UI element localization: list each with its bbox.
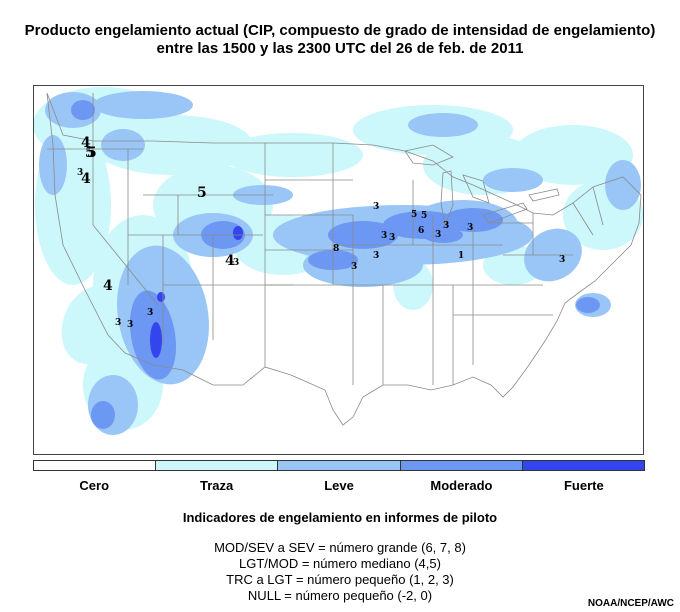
title-line-1: Producto engelamiento actual (CIP, compu… xyxy=(24,22,656,39)
lake-ontario xyxy=(528,188,560,202)
pirep-marker: 3 xyxy=(233,258,239,268)
pirep-marker: 4 xyxy=(103,278,113,294)
pirep-marker: 4 xyxy=(225,253,235,269)
legend-swatch-leve xyxy=(278,461,401,470)
lake-michigan xyxy=(440,170,454,227)
pirep-marker: 3 xyxy=(127,320,133,330)
pirep-marker: 1 xyxy=(458,251,464,261)
legend-label-cero: Cero xyxy=(79,478,110,493)
pirep-marker: 4 xyxy=(81,171,91,187)
icing-area xyxy=(150,322,162,358)
legend-swatch-traza xyxy=(156,461,279,470)
pirep-marker: 3 xyxy=(351,262,357,272)
pirep-marker: 3 xyxy=(559,255,565,265)
lake-huron xyxy=(462,174,490,204)
icing-area xyxy=(101,129,145,161)
pirep-marker: 5 xyxy=(421,211,427,221)
legend-swatch-moderado xyxy=(400,461,523,470)
icing-area xyxy=(233,226,243,240)
icing-area xyxy=(61,286,125,364)
icing-area xyxy=(328,221,398,249)
icing-area xyxy=(91,401,115,429)
pirep-marker: 5 xyxy=(85,145,95,161)
legend-label-leve: Leve xyxy=(324,478,354,493)
icing-area xyxy=(513,125,633,185)
pirep-marker: 3 xyxy=(435,230,441,240)
pirep-marker: 3 xyxy=(467,223,473,233)
pirep-marker: 3 xyxy=(147,308,153,318)
us-outline xyxy=(46,92,642,426)
chart-title: Producto engelamiento actual (CIP, compu… xyxy=(0,22,680,58)
pirep-marker: 3 xyxy=(389,233,395,243)
legend-color-bar xyxy=(33,460,645,471)
pirep-marker: 8 xyxy=(333,244,339,254)
pirep-marker: 3 xyxy=(77,168,83,178)
icing-area xyxy=(483,168,543,192)
pirep-marker: 3 xyxy=(373,202,379,212)
pirep-marker: 5 xyxy=(197,185,207,201)
pirep-key: MOD/SEV a SEV = número grande (6, 7, 8) … xyxy=(0,540,680,604)
pirep-section-title: Indicadores de engelamiento en informes … xyxy=(182,510,498,525)
icing-area xyxy=(93,115,253,175)
legend-swatch-fuerte xyxy=(522,461,645,470)
pirep-key-line-3: TRC a LGT = número pequeño (1, 2, 3) xyxy=(226,572,454,587)
icing-area xyxy=(576,297,600,313)
icing-area xyxy=(157,292,165,302)
icing-area xyxy=(39,135,67,195)
legend-label-moderado: Moderado xyxy=(430,478,493,493)
title-line-2: entre las 1500 y las 2300 UTC del 26 de … xyxy=(156,40,524,57)
pirep-key-line-1: MOD/SEV a SEV = número grande (6, 7, 8) xyxy=(214,540,466,555)
icing-area xyxy=(408,113,478,137)
pirep-marker: 3 xyxy=(115,318,121,328)
icing-area xyxy=(443,208,503,232)
lake-erie xyxy=(482,202,528,224)
pirep-key-line-4: NULL = número pequeño (-2, 0) xyxy=(247,588,433,603)
pirep-marker: 3 xyxy=(381,231,387,241)
icing-area xyxy=(223,133,363,177)
icing-area xyxy=(605,160,641,210)
icing-area xyxy=(93,91,193,119)
lake-superior xyxy=(404,144,454,166)
pirep-marker: 5 xyxy=(87,145,97,161)
icing-area xyxy=(71,100,95,120)
pirep-key-line-2: LGT/MOD = número mediano (4,5) xyxy=(239,556,441,571)
legend-label-traza: Traza xyxy=(199,478,234,493)
pirep-marker: 4 xyxy=(81,135,91,151)
pirep-marker: 6 xyxy=(418,226,424,236)
legend-swatch-cero xyxy=(34,461,157,470)
legend-labels: Cero Traza Leve Moderado Fuerte xyxy=(33,478,645,493)
pirep-marker: 3 xyxy=(443,221,449,231)
credit: NOAA/NCEP/AWC xyxy=(587,598,674,609)
pirep-marker: 3 xyxy=(373,251,379,261)
pirep-marker: 5 xyxy=(411,210,417,220)
legend-label-fuerte: Fuerte xyxy=(563,478,604,493)
state-borders xyxy=(46,92,642,426)
